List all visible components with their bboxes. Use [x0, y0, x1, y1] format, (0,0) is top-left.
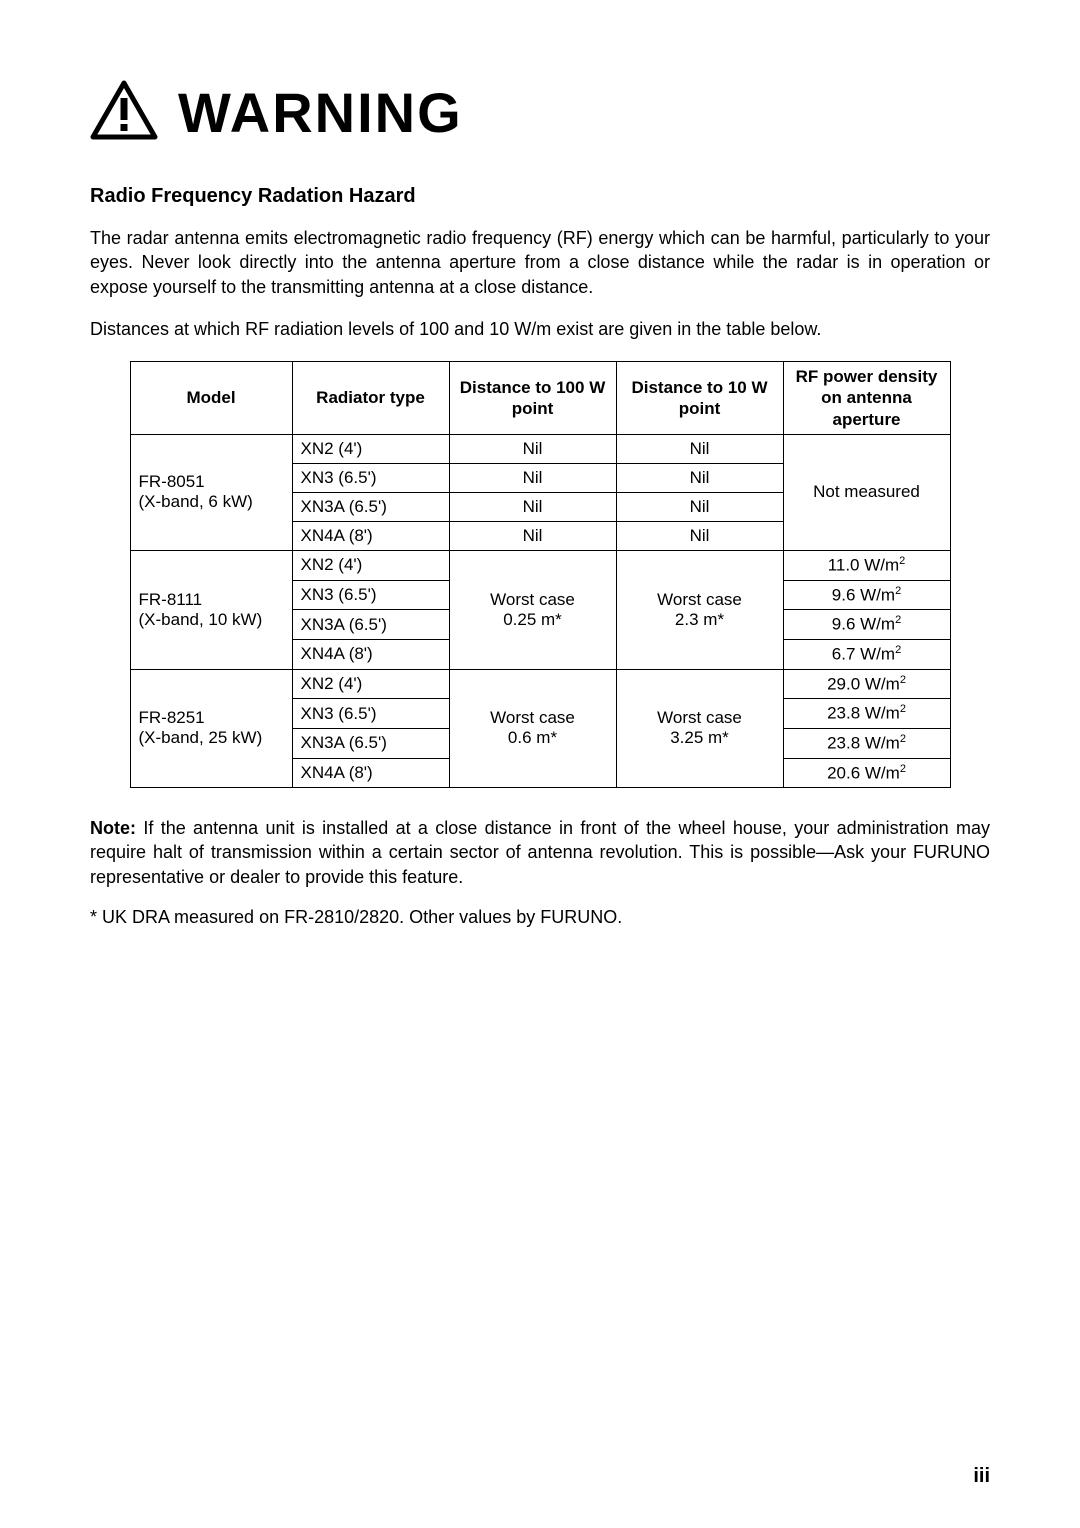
rf-value: 6.7 W/m — [832, 645, 895, 664]
sup-2: 2 — [900, 674, 906, 686]
note-paragraph: Note: If the antenna unit is installed a… — [90, 816, 990, 889]
d100-merged-cell: Worst case 0.6 m* — [449, 669, 616, 788]
sup-2: 2 — [900, 763, 906, 775]
sup-2: 2 — [900, 733, 906, 745]
radiator-cell: XN4A (8') — [292, 521, 449, 550]
d100-merged-cell: Worst case 0.25 m* — [449, 550, 616, 669]
subheading: Radio Frequency Radation Hazard — [90, 185, 990, 208]
d100-line2: 0.25 m* — [503, 610, 562, 629]
note-text: If the antenna unit is installed at a cl… — [90, 818, 990, 887]
d100-line1: Worst case — [490, 590, 575, 609]
warning-banner: WARNING — [90, 80, 990, 145]
model-line2: (X-band, 10 kW) — [139, 610, 263, 629]
rf-cell: 9.6 W/m2 — [783, 580, 950, 610]
model-cell: FR-8051 (X-band, 6 kW) — [130, 434, 292, 550]
radiator-cell: XN3A (6.5') — [292, 610, 449, 640]
warning-triangle-icon — [90, 80, 158, 145]
d10-cell: Nil — [616, 521, 783, 550]
footnote: * UK DRA measured on FR-2810/2820. Other… — [90, 905, 990, 929]
rf-cell: 9.6 W/m2 — [783, 610, 950, 640]
model-line1: FR-8051 — [139, 472, 205, 491]
radiator-cell: XN3 (6.5') — [292, 463, 449, 492]
sup-2: 2 — [895, 614, 901, 626]
d10-cell: Nil — [616, 434, 783, 463]
rf-cell: 23.8 W/m2 — [783, 699, 950, 729]
radiator-cell: XN4A (8') — [292, 639, 449, 669]
radiator-cell: XN3A (6.5') — [292, 728, 449, 758]
table-header-row: Model Radiator type Distance to 100 W po… — [130, 362, 950, 435]
d10-line2: 2.3 m* — [675, 610, 724, 629]
rf-value: 9.6 W/m — [832, 615, 895, 634]
rf-value: 29.0 W/m — [827, 674, 900, 693]
model-line1: FR-8111 — [139, 590, 203, 609]
radiator-cell: XN2 (4') — [292, 550, 449, 580]
d10-line1: Worst case — [657, 708, 742, 727]
model-cell: FR-8251 (X-band, 25 kW) — [130, 669, 292, 788]
rf-value: 23.8 W/m — [827, 704, 900, 723]
d100-line2: 0.6 m* — [508, 728, 557, 747]
col-d10: Distance to 10 W point — [616, 362, 783, 435]
rf-table: Model Radiator type Distance to 100 W po… — [130, 361, 951, 788]
rf-value: 11.0 W/m — [828, 556, 899, 575]
page-number: iii — [973, 1465, 990, 1488]
model-cell: FR-8111 (X-band, 10 kW) — [130, 550, 292, 669]
warning-word: WARNING — [178, 80, 463, 145]
radiator-cell: XN3 (6.5') — [292, 580, 449, 610]
radiator-cell: XN4A (8') — [292, 758, 449, 788]
d10-line2: 3.25 m* — [670, 728, 729, 747]
d10-line1: Worst case — [657, 590, 742, 609]
rf-merged-cell: Not measured — [783, 434, 950, 550]
rf-value: 9.6 W/m — [832, 585, 895, 604]
intro-paragraph: The radar antenna emits electromagnetic … — [90, 226, 990, 299]
model-line1: FR-8251 — [139, 708, 205, 727]
rf-value: 23.8 W/m — [827, 734, 900, 753]
model-line2: (X-band, 25 kW) — [139, 728, 263, 747]
col-rf: RF power density on antenna aperture — [783, 362, 950, 435]
col-d100: Distance to 100 W point — [449, 362, 616, 435]
rf-cell: 20.6 W/m2 — [783, 758, 950, 788]
rf-cell: 11.0 W/m2 — [783, 550, 950, 580]
d100-line1: Worst case — [490, 708, 575, 727]
d100-cell: Nil — [449, 521, 616, 550]
model-line2: (X-band, 6 kW) — [139, 492, 253, 511]
note-label: Note: — [90, 818, 136, 838]
d100-cell: Nil — [449, 463, 616, 492]
d10-cell: Nil — [616, 492, 783, 521]
d10-cell: Nil — [616, 463, 783, 492]
sup-2: 2 — [895, 585, 901, 597]
d100-cell: Nil — [449, 492, 616, 521]
col-radiator: Radiator type — [292, 362, 449, 435]
radiator-cell: XN2 (4') — [292, 434, 449, 463]
radiator-cell: XN3A (6.5') — [292, 492, 449, 521]
table-row: FR-8251 (X-band, 25 kW) XN2 (4') Worst c… — [130, 669, 950, 699]
table-row: FR-8111 (X-band, 10 kW) XN2 (4') Worst c… — [130, 550, 950, 580]
d100-cell: Nil — [449, 434, 616, 463]
rf-cell: 29.0 W/m2 — [783, 669, 950, 699]
rf-cell: 6.7 W/m2 — [783, 639, 950, 669]
rf-value: 20.6 W/m — [827, 763, 900, 782]
d10-merged-cell: Worst case 2.3 m* — [616, 550, 783, 669]
radiator-cell: XN3 (6.5') — [292, 699, 449, 729]
rf-cell: 23.8 W/m2 — [783, 728, 950, 758]
table-row: FR-8051 (X-band, 6 kW) XN2 (4') Nil Nil … — [130, 434, 950, 463]
col-model: Model — [130, 362, 292, 435]
sup-2: 2 — [900, 703, 906, 715]
distances-paragraph: Distances at which RF radiation levels o… — [90, 317, 990, 341]
sup-2: 2 — [899, 555, 905, 567]
d10-merged-cell: Worst case 3.25 m* — [616, 669, 783, 788]
sup-2: 2 — [895, 644, 901, 656]
radiator-cell: XN2 (4') — [292, 669, 449, 699]
